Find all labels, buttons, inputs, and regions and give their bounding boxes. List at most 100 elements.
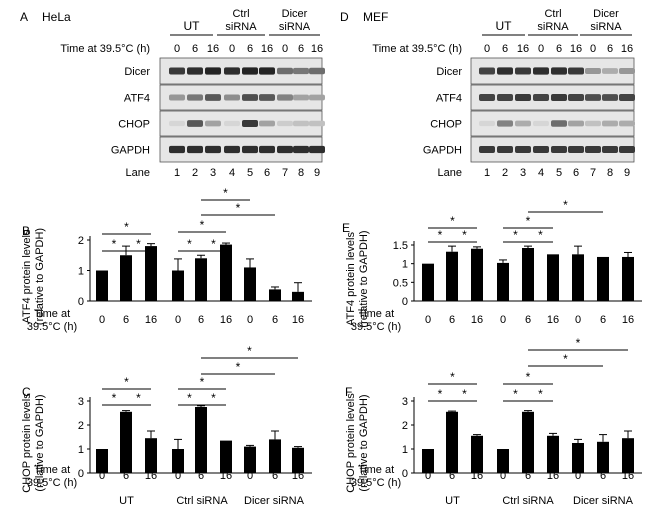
bar bbox=[471, 248, 483, 301]
lane-number: 8 bbox=[607, 167, 613, 179]
blot-band bbox=[568, 94, 584, 101]
blot-band bbox=[242, 145, 258, 154]
lane-number: 6 bbox=[264, 167, 270, 179]
x-category-label: 16 bbox=[220, 314, 232, 326]
bar bbox=[120, 411, 132, 473]
bar bbox=[547, 435, 559, 473]
panel-letter-E: E bbox=[342, 221, 350, 235]
x-category-label: 6 bbox=[525, 314, 531, 326]
x-category-label: 6 bbox=[198, 314, 204, 326]
blot-band bbox=[551, 145, 567, 154]
significance-star: * bbox=[538, 387, 543, 401]
blot-band bbox=[497, 67, 513, 75]
group-header: siRNA bbox=[590, 21, 622, 33]
bar bbox=[597, 441, 609, 473]
bar bbox=[597, 256, 609, 301]
y-axis-label: CHOP protein levels (relative to GAPDH) bbox=[21, 393, 46, 493]
x-category-label: 0 bbox=[425, 314, 431, 326]
y-tick-label: 3 bbox=[402, 396, 408, 408]
blot-band bbox=[551, 67, 567, 75]
significance-star: * bbox=[538, 228, 543, 242]
blot-row-label: CHOP bbox=[430, 119, 462, 131]
x-category-label: 0 bbox=[175, 470, 181, 482]
bar bbox=[292, 291, 304, 301]
time-value: 6 bbox=[607, 43, 613, 55]
y-tick-label: 1 bbox=[78, 444, 84, 456]
significance-star: * bbox=[187, 237, 192, 251]
x-category-label: 6 bbox=[600, 314, 606, 326]
bar bbox=[269, 289, 281, 301]
blot-band bbox=[602, 120, 618, 127]
blot-band bbox=[205, 120, 221, 127]
x-category-label: 6 bbox=[123, 470, 129, 482]
x-category-label: 6 bbox=[198, 470, 204, 482]
x-category-label: 16 bbox=[622, 314, 634, 326]
x-category-label: 6 bbox=[123, 314, 129, 326]
significance-star: * bbox=[200, 375, 205, 389]
x-category-label: 0 bbox=[247, 314, 253, 326]
x-category-label: 16 bbox=[145, 470, 157, 482]
blot-band bbox=[309, 120, 325, 127]
blot-band bbox=[169, 67, 185, 75]
significance-star: * bbox=[526, 370, 531, 384]
bar bbox=[244, 446, 256, 473]
significance-star: * bbox=[462, 387, 467, 401]
x-time-label: Time at bbox=[358, 464, 394, 476]
y-tick-label: 1.5 bbox=[393, 240, 408, 252]
y-axis-label-line: (relative to GAPDH) bbox=[34, 228, 46, 325]
blot-band bbox=[497, 145, 513, 154]
significance-star: * bbox=[563, 198, 568, 212]
blot-band bbox=[187, 120, 203, 127]
blot-band bbox=[551, 93, 567, 102]
blot-band bbox=[205, 145, 221, 154]
blot-band bbox=[277, 120, 293, 127]
blot-band bbox=[585, 120, 601, 127]
x-category-label: 16 bbox=[145, 314, 157, 326]
time-value: 16 bbox=[517, 43, 529, 55]
blot-band bbox=[277, 67, 293, 75]
significance-star: * bbox=[236, 201, 241, 215]
blot-band bbox=[277, 145, 293, 154]
time-value: 16 bbox=[311, 43, 323, 55]
bar bbox=[622, 438, 634, 473]
blot-band bbox=[205, 94, 221, 101]
x-group-label: Dicer siRNA bbox=[573, 495, 634, 507]
significance-star: * bbox=[576, 336, 581, 350]
significance-star: * bbox=[526, 214, 531, 228]
time-value: 6 bbox=[556, 43, 562, 55]
blot-row-label: ATF4 bbox=[436, 93, 462, 105]
y-tick-label: 1 bbox=[402, 259, 408, 271]
blot-band bbox=[585, 145, 601, 154]
x-category-label: 6 bbox=[449, 470, 455, 482]
blot-band bbox=[242, 67, 258, 75]
lane-number: 8 bbox=[298, 167, 304, 179]
y-axis-label-line: (relative to GAPDH) bbox=[358, 230, 370, 327]
x-category-label: 0 bbox=[500, 314, 506, 326]
lane-number: 6 bbox=[573, 167, 579, 179]
significance-star: * bbox=[462, 228, 467, 242]
x-time-label: Time at bbox=[358, 308, 394, 320]
bar bbox=[172, 270, 184, 301]
x-category-label: 6 bbox=[600, 470, 606, 482]
group-header: Ctrl bbox=[232, 8, 249, 20]
blot-band bbox=[568, 120, 584, 127]
x-category-label: 16 bbox=[547, 470, 559, 482]
group-header: siRNA bbox=[537, 21, 569, 33]
x-time-label: Time at bbox=[34, 464, 70, 476]
x-category-label: 0 bbox=[175, 314, 181, 326]
significance-star: * bbox=[187, 391, 192, 405]
y-axis-label-line: ATF4 protein levels bbox=[345, 232, 357, 326]
lane-number: 7 bbox=[282, 167, 288, 179]
blot-band bbox=[515, 67, 531, 75]
blot-band bbox=[533, 145, 549, 154]
lane-number: 1 bbox=[484, 167, 490, 179]
lane-number: 9 bbox=[314, 167, 320, 179]
x-category-label: 16 bbox=[547, 314, 559, 326]
significance-star: * bbox=[438, 387, 443, 401]
panel-letter-B: B bbox=[22, 224, 30, 238]
x-category-label: 6 bbox=[449, 314, 455, 326]
x-group-label: Ctrl siRNA bbox=[502, 495, 554, 507]
lane-label: Lane bbox=[126, 167, 150, 179]
x-category-label: 0 bbox=[575, 314, 581, 326]
y-tick-label: 3 bbox=[78, 396, 84, 408]
